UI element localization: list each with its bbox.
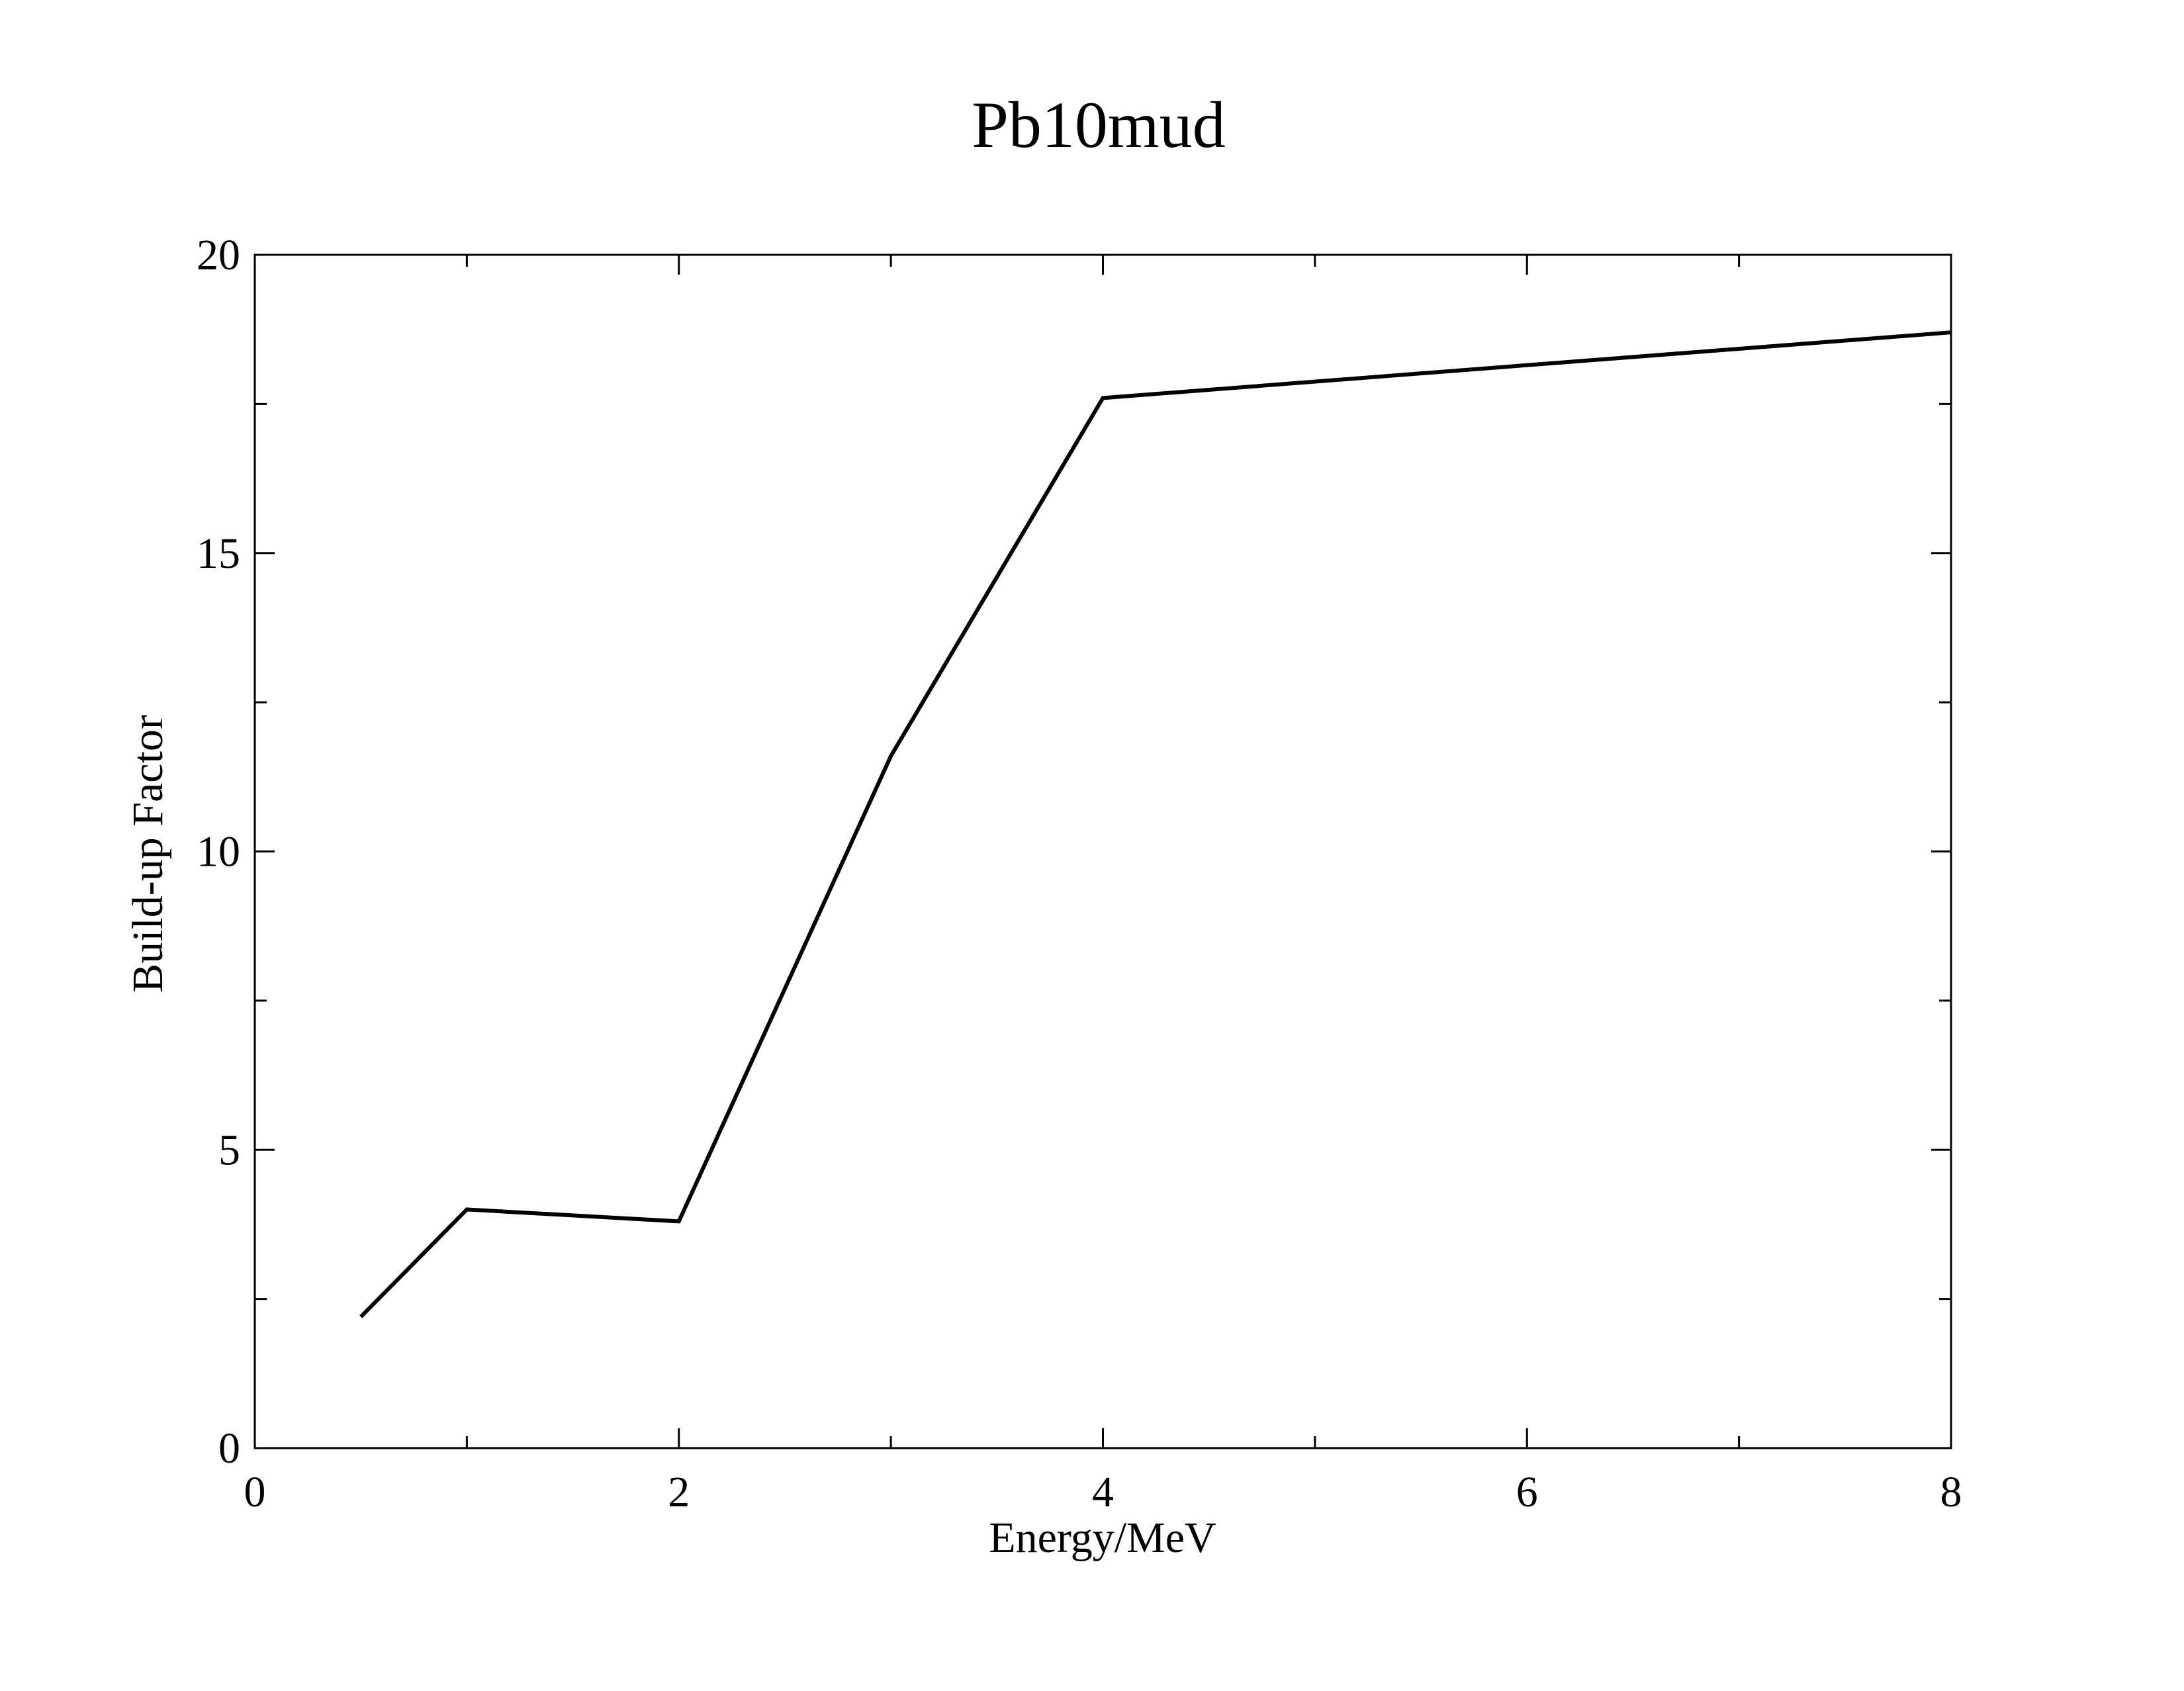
- x-tick-label: 6: [1516, 1468, 1538, 1516]
- chart-title: Pb10mud: [972, 88, 1225, 161]
- series-line: [359, 330, 1952, 1318]
- x-tick-label: 8: [1940, 1468, 1962, 1516]
- x-axis-label: Energy/MeV: [989, 1514, 1216, 1562]
- x-tick-label: 2: [668, 1468, 690, 1516]
- series-layer: [359, 330, 1952, 1318]
- axis-tick-labels: 0 2 4 6 8 0 5 10 15 20: [197, 231, 1962, 1516]
- plot-frame: [253, 253, 1952, 1449]
- x-tick-label: 0: [244, 1468, 266, 1516]
- axis-ticks: [253, 253, 1952, 1449]
- y-tick-label: 20: [197, 231, 240, 279]
- y-tick-label: 0: [218, 1424, 240, 1473]
- y-tick-label: 5: [218, 1126, 240, 1174]
- x-tick-label: 4: [1092, 1468, 1114, 1516]
- y-tick-label: 10: [197, 828, 240, 876]
- y-tick-label: 15: [197, 529, 240, 578]
- y-axis-label: Build-up Factor: [124, 715, 172, 993]
